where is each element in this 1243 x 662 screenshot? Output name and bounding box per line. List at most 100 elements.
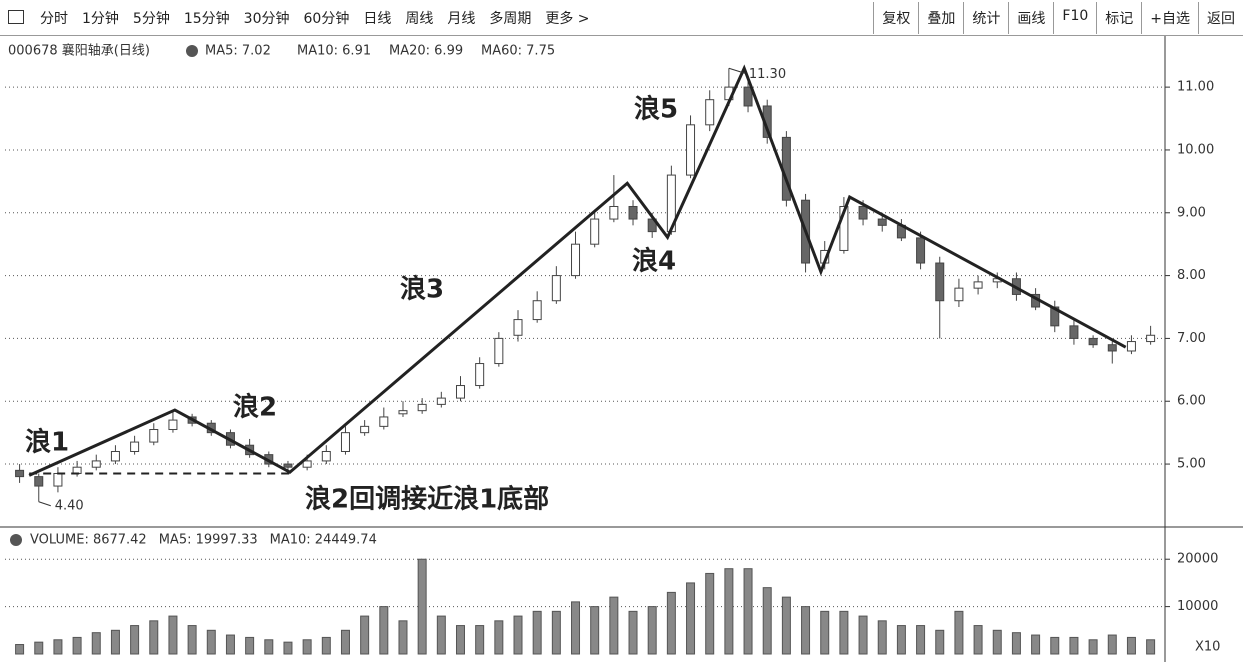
annotation: 浪2回调接近浪1底部	[305, 484, 549, 515]
volume-bar	[360, 615, 370, 655]
button[interactable]: 返回	[1198, 1, 1243, 34]
volume-info: VOLUME: 8677.42	[30, 533, 147, 548]
candle-body	[302, 460, 312, 468]
y-tick-label: 20000	[1177, 552, 1218, 567]
y-tick-label: 5.00	[1177, 457, 1206, 472]
y-tick-label: 11.00	[1177, 80, 1214, 95]
tab[interactable]: 60分钟	[303, 10, 350, 27]
tab[interactable]: 周线	[405, 10, 434, 27]
tab[interactable]: 月线	[447, 10, 476, 27]
volume-bar	[475, 625, 485, 655]
volume-bar	[877, 620, 887, 655]
button[interactable]: F10	[1053, 1, 1096, 34]
candle-body	[877, 218, 887, 226]
volume-bar	[302, 639, 312, 655]
button[interactable]: 复权	[873, 1, 918, 34]
volume-bar	[1107, 634, 1117, 655]
volume-info: MA10: 24449.74	[270, 533, 377, 548]
volume-bar	[149, 620, 159, 655]
volume-bar	[801, 606, 811, 655]
annotation: 浪3	[400, 274, 444, 305]
candle-body	[436, 397, 446, 405]
ma-info: MA5: 7.02	[205, 44, 271, 59]
volume-bar	[551, 610, 561, 655]
tab[interactable]: 多周期	[489, 10, 532, 27]
volume-bar	[110, 629, 120, 655]
ma-info: MA20: 6.99	[389, 44, 463, 59]
candle-body	[149, 429, 159, 443]
tab[interactable]: 日线	[363, 10, 392, 27]
candle-body	[321, 450, 331, 462]
volume-bar	[34, 641, 44, 655]
tab[interactable]: 5分钟	[132, 10, 170, 27]
candle-body	[110, 450, 120, 462]
tab[interactable]: 15分钟	[183, 10, 230, 27]
volume-bar	[225, 634, 235, 655]
volume-info: MA5: 19997.33	[159, 533, 258, 548]
candle-body	[15, 469, 25, 478]
volume-bar	[666, 591, 676, 655]
volume-bar	[417, 558, 427, 655]
candle-body	[1126, 341, 1136, 352]
info-code: 000678 襄阳轴承(日线)	[8, 43, 150, 59]
marker	[728, 67, 746, 74]
volume-bar	[647, 606, 657, 655]
tab[interactable]: 分时	[40, 10, 68, 27]
marker	[38, 501, 51, 507]
tab[interactable]: 1分钟	[82, 10, 119, 27]
candle-body	[455, 385, 465, 399]
candle-body	[590, 218, 600, 245]
ma-info: MA10: 6.91	[297, 44, 371, 59]
candle-body	[379, 416, 389, 427]
candle-body	[53, 472, 63, 487]
candle-body	[705, 99, 715, 126]
candle-body	[954, 287, 964, 302]
candle-body	[1069, 325, 1079, 339]
volume-bar	[858, 615, 868, 655]
button[interactable]: 画线	[1008, 1, 1053, 34]
tab[interactable]: 更多 >	[545, 10, 590, 27]
volume-bar	[935, 629, 945, 655]
volume-bar	[206, 629, 216, 655]
volume-bar	[455, 625, 465, 655]
toolbar-right: 复权 叠加 统计 画线 F10 标记 +自选 返回	[873, 1, 1243, 34]
volume-bar	[1050, 636, 1060, 655]
annotation: 浪4	[632, 246, 676, 277]
candle-body	[628, 205, 638, 220]
button[interactable]: 统计	[963, 1, 1008, 34]
candle-body	[168, 419, 178, 431]
volume-bar	[705, 572, 715, 655]
tab[interactable]: 30分钟	[243, 10, 290, 27]
volume-bar	[839, 610, 849, 655]
candle-body	[398, 410, 408, 415]
volume-bar	[743, 568, 753, 655]
candle-body	[916, 237, 926, 264]
button[interactable]: 标记	[1096, 1, 1141, 34]
button[interactable]: 叠加	[918, 1, 963, 34]
volume-bar	[1011, 632, 1021, 655]
button[interactable]: +自选	[1141, 1, 1198, 34]
candle-body	[475, 363, 485, 387]
candle-body	[973, 281, 983, 289]
candle-body	[513, 319, 523, 336]
volume-bar	[532, 610, 542, 655]
volume-bar	[398, 620, 408, 655]
volume-bar	[379, 606, 389, 655]
candle-body	[340, 432, 350, 452]
y-tick-label: 10.00	[1177, 142, 1214, 157]
icon	[8, 10, 24, 24]
volume-bar	[494, 620, 504, 655]
wave-line	[28, 64, 1127, 477]
volume-bar	[992, 629, 1002, 655]
candle-body	[283, 463, 293, 468]
volume-bar	[187, 625, 197, 655]
volume-bar	[321, 636, 331, 655]
volume-bar	[72, 636, 82, 655]
volume-bar	[513, 615, 523, 655]
icon	[10, 534, 22, 546]
candle-body	[839, 205, 849, 251]
candle-body	[1088, 337, 1098, 346]
annotation: 浪5	[634, 94, 678, 125]
volume-bar	[130, 625, 140, 655]
